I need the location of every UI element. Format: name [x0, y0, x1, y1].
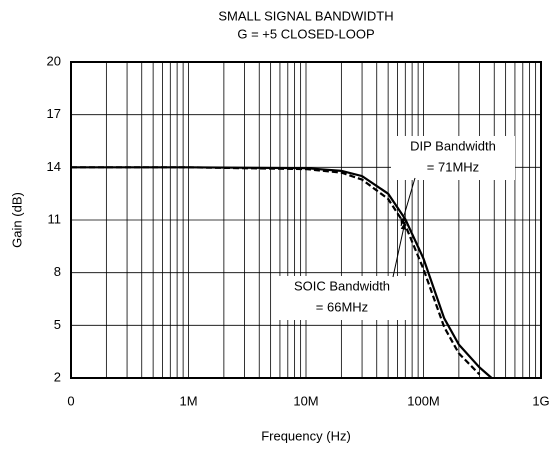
annotation-arrowhead — [400, 222, 407, 230]
x-axis-label: Frequency (Hz) — [261, 428, 351, 443]
annotation-text: DIP Bandwidth — [410, 138, 496, 153]
y-tick-label: 8 — [54, 264, 61, 279]
series-line — [71, 166, 493, 379]
annotation-box — [275, 276, 409, 320]
y-tick-label: 20 — [47, 53, 61, 68]
y-tick-label: 11 — [48, 211, 62, 226]
series-line — [71, 166, 481, 376]
annotation-text: = 66MHz — [316, 299, 368, 314]
y-tick-label: 14 — [47, 159, 61, 174]
y-tick-label: 5 — [54, 317, 61, 332]
annotation-arrowhead — [400, 218, 406, 226]
x-tick-label: 1G — [532, 393, 549, 408]
y-axis-label: Gain (dB) — [9, 192, 24, 248]
y-tick-label: 17 — [47, 106, 61, 121]
annotation-arrow — [400, 177, 416, 227]
x-tick-label: 10M — [293, 393, 318, 408]
plot-frame — [70, 61, 542, 379]
x-tick-label: 100M — [407, 393, 440, 408]
annotation-text: = 71MHz — [427, 159, 479, 174]
annotation-box — [391, 136, 515, 180]
y-tick-label: 2 — [54, 369, 61, 384]
chart-subtitle: G = +5 CLOSED-LOOP — [237, 26, 374, 41]
x-tick-label: 0 — [67, 393, 74, 408]
annotation-text: SOIC Bandwidth — [294, 278, 390, 293]
x-tick-label: 1M — [179, 393, 197, 408]
annotation-arrow — [392, 221, 406, 278]
chart-title: SMALL SIGNAL BANDWIDTH — [218, 8, 393, 23]
